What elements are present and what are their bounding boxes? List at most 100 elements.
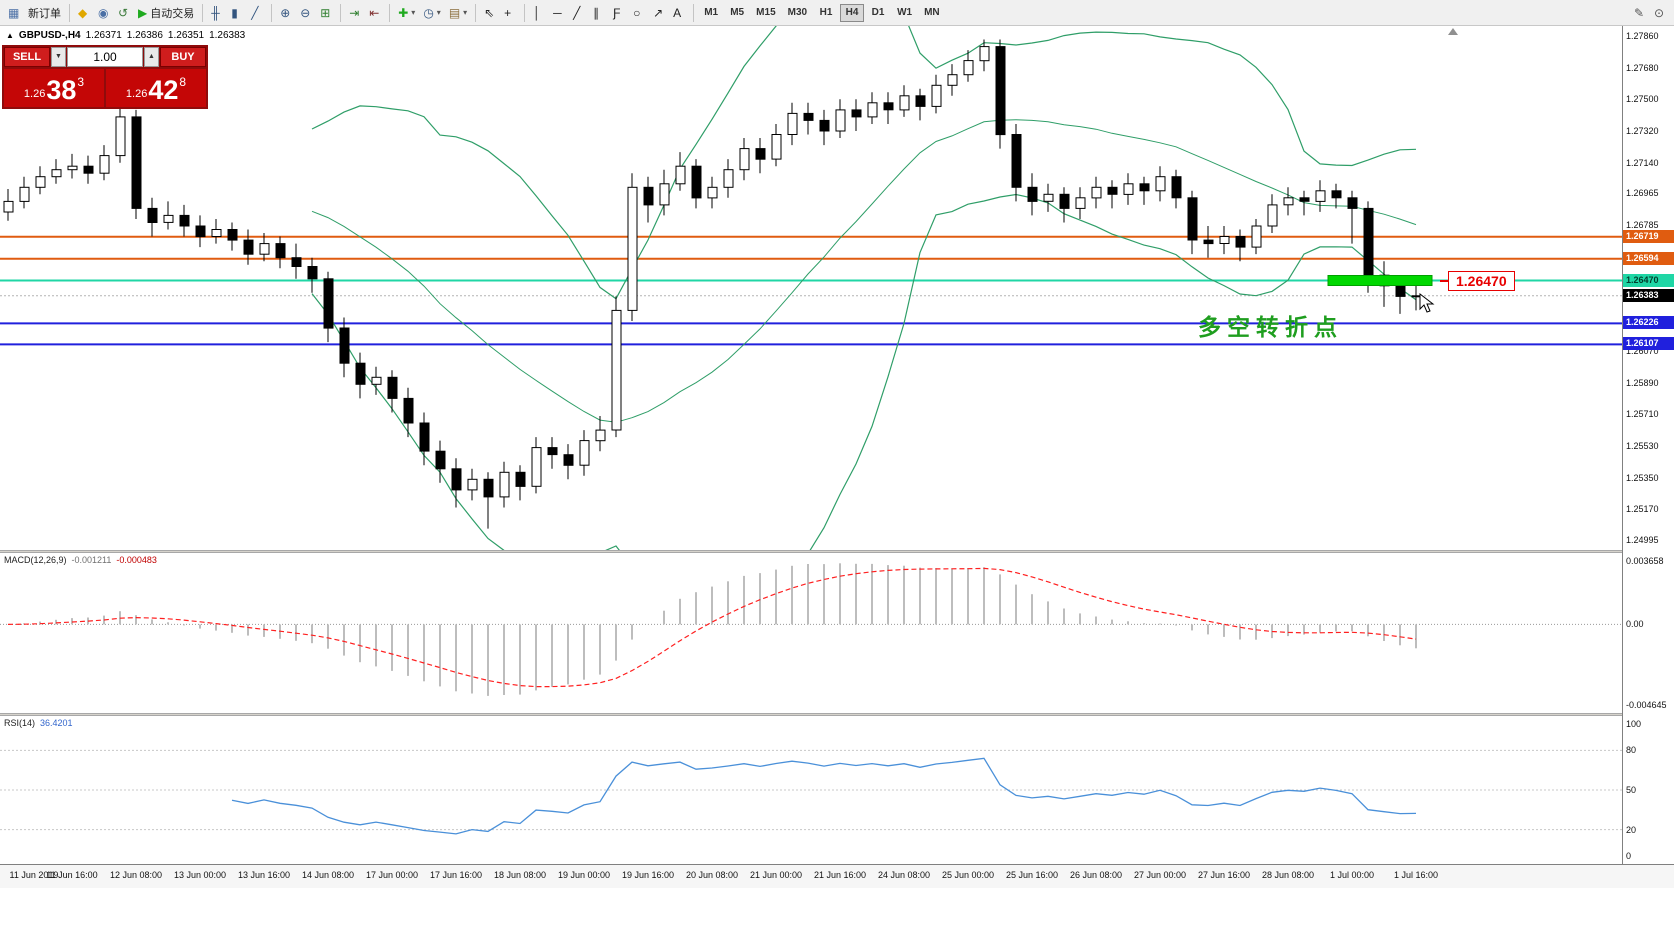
pane-separator[interactable] xyxy=(0,713,1674,716)
price-axis-tick: 0 xyxy=(1626,851,1632,861)
main-chart-pane[interactable]: ▲ GBPUSD-,H4 1.26371 1.26386 1.26351 1.2… xyxy=(0,26,1622,550)
price-axis-tick: 20 xyxy=(1626,824,1637,835)
time-axis-label: 1 Jul 00:00 xyxy=(1329,870,1375,880)
buy-button[interactable]: BUY xyxy=(160,47,206,67)
buy-price-display[interactable]: 1.26 42 8 xyxy=(106,69,206,107)
profile-icon[interactable]: ◉ xyxy=(94,3,114,23)
price-axis[interactable]: 1.27860 1.27680 1.27500 1.27320 1.27140 1.269… xyxy=(1622,26,1674,864)
horizontal-line-icon[interactable]: ─ xyxy=(549,3,569,23)
autotrading-button[interactable]: ▶ 自动交易 xyxy=(134,3,198,23)
macd-name: MACD(12,26,9) xyxy=(4,555,67,565)
tile-windows-icon[interactable]: ⊞ xyxy=(316,3,336,23)
price-axis-tick: 1.27500 xyxy=(1626,94,1659,105)
chevron-down-icon: ▾ xyxy=(436,8,441,17)
time-axis-label: 25 Jun 00:00 xyxy=(941,870,995,880)
timeframe-m30[interactable]: M30 xyxy=(783,4,812,22)
time-axis-label: 13 Jun 16:00 xyxy=(237,870,291,880)
time-axis-label: 11 Jun 2019 xyxy=(9,870,59,880)
price-axis-tick: 50 xyxy=(1626,785,1637,795)
sell-price-display[interactable]: 1.26 38 3 xyxy=(4,69,104,107)
timeframe-toolbar: M1 M5 M15 M30 H1 H4 D1 W1 MN xyxy=(698,0,945,26)
line-chart-icon: ╱ xyxy=(251,5,259,20)
timeframe-m15[interactable]: M15 xyxy=(751,4,780,22)
chart-window-icon[interactable]: ▦ xyxy=(4,3,24,23)
auto-scroll-icon[interactable]: ⇥ xyxy=(345,3,365,23)
toolbar-separator xyxy=(340,3,342,22)
annotation-price-label[interactable]: 1.26470 xyxy=(1440,270,1515,291)
timeframe-h4[interactable]: H4 xyxy=(840,3,865,22)
auto-scroll-icon: ⇥ xyxy=(349,5,360,20)
profile-icon: ◉ xyxy=(98,5,109,20)
volume-up-button[interactable]: ▲ xyxy=(144,47,159,67)
indicators-button[interactable]: ✚ ▾ xyxy=(394,3,419,23)
one-click-toggle-icon[interactable]: ▲ xyxy=(6,31,14,40)
rsi-pane[interactable]: RSI(14) 36.4201 xyxy=(0,716,1622,864)
macd-pane[interactable]: MACD(12,26,9) -0.001211 -0.000483 xyxy=(0,553,1622,713)
timeframe-m1[interactable]: M1 xyxy=(699,4,723,22)
rsi-svg xyxy=(0,749,1622,835)
line-chart-icon[interactable]: ╱ xyxy=(247,3,267,23)
crosshair-tool-icon[interactable]: + xyxy=(500,3,520,23)
price-axis-tick: 0.00 xyxy=(1626,619,1644,630)
periods-button[interactable]: ◷ ▾ xyxy=(419,3,445,23)
rsi-value: 36.4201 xyxy=(40,718,73,728)
toolbar-separator xyxy=(202,3,204,22)
price-axis-tick: 1.27680 xyxy=(1626,62,1659,73)
edit-icon[interactable]: ✎ xyxy=(1630,3,1650,23)
autotrading-button-label: 自动交易 xyxy=(150,7,195,20)
favorites-icon[interactable]: ◆ xyxy=(74,3,94,23)
shapes-icon[interactable]: ○ xyxy=(629,3,649,23)
text-tool-icon: A xyxy=(673,5,682,20)
sell-button[interactable]: SELL xyxy=(4,47,50,67)
time-axis-label: 17 Jun 00:00 xyxy=(365,870,419,880)
zoom-in-icon[interactable]: ⊕ xyxy=(276,3,296,23)
candlestick-chart-icon: ▮ xyxy=(231,5,238,20)
timeframe-mn[interactable]: MN xyxy=(919,4,945,22)
arrow-tool-icon[interactable]: ↗ xyxy=(649,3,669,23)
new-order-button[interactable]: 新订单 xyxy=(24,3,65,23)
buy-price-big: 42 xyxy=(148,75,179,105)
price-axis-tick: 1.26070 xyxy=(1626,345,1659,356)
timeframe-d1[interactable]: D1 xyxy=(866,4,890,22)
toolbar-separator xyxy=(389,3,391,22)
timeframe-m5[interactable]: M5 xyxy=(725,4,749,22)
price-axis-tick: 1.25350 xyxy=(1626,472,1659,483)
volume-input[interactable]: 1.00 xyxy=(67,47,143,67)
templates-button[interactable]: ▤ ▾ xyxy=(445,3,471,23)
cursor-tool-icon[interactable]: ⇖ xyxy=(480,3,500,23)
toolbar: ▦ 新订单 ◆ ◉ ↺ ▶ 自动交易 ╫ ▮ ╱ ⊕ ⊖ ⊞ ⇥ ⇤ ✚ ▾ ◷ ▾ ▤ ▾ ⇖ + │ ─ ╱ ∥ Ƒ ○ ↗ A M1 M… xyxy=(0,0,1674,26)
price-axis-flag: 1.26107 xyxy=(1623,337,1674,351)
timeframe-w1[interactable]: W1 xyxy=(892,4,917,22)
candlestick-chart-icon[interactable]: ▮ xyxy=(227,3,247,23)
text-tool-icon[interactable]: A xyxy=(669,3,689,23)
zoom-out-icon[interactable]: ⊖ xyxy=(296,3,316,23)
sell-price-sup: 3 xyxy=(77,75,85,89)
time-axis-label: 13 Jun 00:00 xyxy=(173,870,227,880)
timeframe-h1[interactable]: H1 xyxy=(814,4,838,22)
pane-separator[interactable] xyxy=(0,550,1674,553)
price-axis-flag: 1.26594 xyxy=(1623,251,1674,265)
bollinger-bands xyxy=(311,26,1417,550)
time-axis[interactable]: 11 Jun 2019 11 Jun 16:00 12 Jun 08:00 13 Ju… xyxy=(0,864,1674,888)
buy-price-prefix: 1.26 xyxy=(125,88,148,100)
channel-icon[interactable]: ∥ xyxy=(589,3,609,23)
search-icon[interactable]: ⊙ xyxy=(1650,3,1670,23)
annotation-note-text[interactable]: 多空转折点 xyxy=(1198,314,1343,341)
templates-button: ▤ xyxy=(448,5,461,20)
refresh-icon[interactable]: ↺ xyxy=(114,3,134,23)
trendline-icon[interactable]: ╱ xyxy=(569,3,589,23)
vertical-line-icon[interactable]: │ xyxy=(529,3,549,23)
ohlc-bars-icon[interactable]: ╫ xyxy=(207,3,227,23)
chart-window-icon: ▦ xyxy=(8,5,20,20)
price-axis-flag: 1.26383 xyxy=(1623,288,1674,302)
chart-shift-icon[interactable]: ⇤ xyxy=(365,3,385,23)
chart-shift-icon: ⇤ xyxy=(369,5,380,20)
fibonacci-icon[interactable]: Ƒ xyxy=(609,3,629,23)
shapes-icon: ○ xyxy=(633,5,641,20)
chart-shift-marker xyxy=(1448,28,1458,35)
time-axis-label: 18 Jun 08:00 xyxy=(493,870,547,880)
rsi-name: RSI(14) xyxy=(4,718,36,728)
symbol-name: GBPUSD-,H4 xyxy=(18,30,81,41)
volume-down-button[interactable]: ▼ xyxy=(51,47,66,67)
